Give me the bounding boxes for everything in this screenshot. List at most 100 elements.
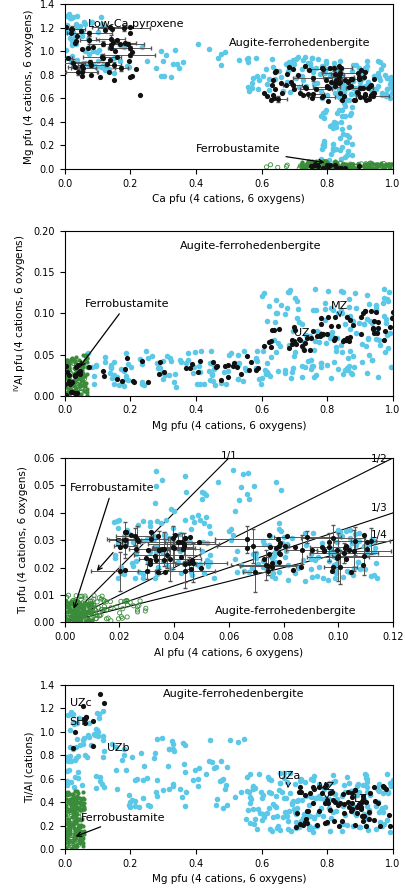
Point — [82, 353, 89, 368]
Point — [344, 564, 350, 578]
Point — [96, 608, 103, 623]
Point — [67, 834, 74, 848]
Point — [356, 61, 362, 75]
Point — [210, 357, 216, 371]
Point — [70, 614, 76, 628]
Point — [175, 534, 181, 549]
Point — [117, 594, 124, 608]
Point — [319, 328, 326, 343]
Point — [73, 826, 80, 840]
Point — [250, 70, 256, 85]
Point — [386, 157, 392, 171]
Point — [317, 67, 323, 81]
Point — [70, 741, 77, 756]
Point — [341, 95, 347, 110]
Point — [323, 55, 329, 70]
Point — [77, 610, 84, 624]
Point — [385, 157, 392, 171]
Point — [333, 560, 339, 574]
Point — [75, 749, 81, 764]
Point — [330, 531, 336, 545]
Point — [362, 157, 369, 171]
Text: Augite-ferrohedenbergite: Augite-ferrohedenbergite — [215, 607, 357, 616]
Point — [328, 118, 335, 132]
Point — [74, 361, 81, 376]
Point — [346, 74, 353, 88]
Point — [335, 159, 341, 173]
Point — [267, 785, 274, 799]
Point — [95, 54, 101, 69]
Point — [303, 789, 309, 803]
Point — [323, 791, 329, 805]
Point — [309, 71, 316, 86]
Point — [79, 59, 85, 73]
Point — [80, 61, 87, 75]
Point — [173, 379, 179, 393]
Point — [298, 160, 305, 174]
Point — [123, 372, 129, 386]
Point — [318, 317, 324, 331]
Point — [181, 738, 188, 752]
Point — [89, 594, 95, 608]
Point — [213, 791, 220, 805]
Point — [340, 817, 346, 831]
Point — [93, 611, 99, 625]
Point — [345, 795, 351, 809]
Point — [336, 143, 343, 157]
Point — [281, 530, 288, 544]
Point — [224, 798, 230, 813]
Point — [75, 605, 81, 619]
Point — [72, 803, 79, 817]
Point — [243, 533, 250, 547]
Point — [222, 359, 228, 373]
Point — [264, 89, 270, 103]
Point — [151, 751, 157, 765]
Point — [74, 53, 80, 67]
Point — [386, 808, 392, 822]
Point — [261, 537, 267, 551]
Point — [253, 546, 259, 560]
Point — [111, 354, 117, 368]
Point — [64, 827, 70, 841]
Point — [372, 323, 378, 337]
Point — [306, 154, 312, 169]
Point — [88, 598, 94, 612]
Text: LZ: LZ — [354, 794, 367, 810]
Point — [321, 64, 327, 78]
Point — [352, 93, 358, 107]
Point — [246, 785, 252, 799]
Point — [282, 307, 289, 321]
Point — [68, 706, 74, 721]
Point — [86, 26, 92, 40]
Point — [296, 315, 302, 329]
Point — [333, 120, 339, 135]
Point — [64, 376, 71, 390]
Point — [175, 555, 181, 569]
Point — [238, 368, 245, 382]
Point — [63, 825, 69, 839]
Point — [253, 361, 259, 376]
Point — [204, 552, 210, 566]
Point — [311, 343, 317, 357]
Point — [72, 597, 78, 611]
Point — [68, 798, 74, 813]
Point — [381, 156, 387, 170]
Point — [383, 158, 389, 172]
Point — [318, 109, 325, 123]
Point — [342, 161, 348, 176]
Point — [75, 609, 81, 624]
Point — [82, 44, 88, 58]
Point — [68, 810, 75, 824]
Point — [73, 799, 79, 814]
Point — [72, 841, 79, 855]
Point — [62, 609, 68, 624]
Point — [126, 26, 133, 40]
Point — [350, 158, 356, 172]
Point — [115, 571, 121, 585]
Point — [70, 835, 76, 849]
Point — [126, 21, 133, 35]
Point — [102, 63, 108, 78]
Point — [84, 367, 90, 381]
Point — [83, 376, 89, 390]
Point — [67, 823, 74, 838]
